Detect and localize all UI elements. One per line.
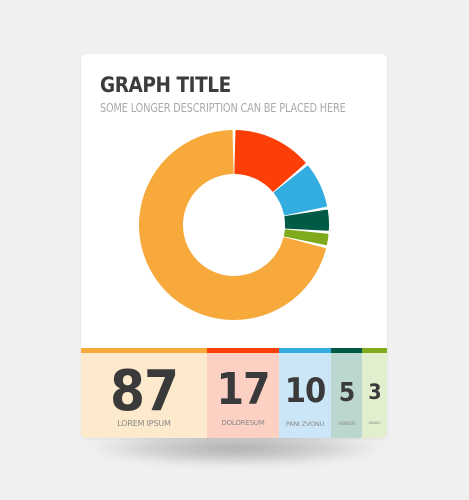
stat-color-bar <box>279 348 331 353</box>
stat-label: HONSON <box>331 421 362 426</box>
stat-pani-zvonu: 10 PANI ZVONU <box>279 348 331 438</box>
stat-color-bar <box>81 348 207 353</box>
stat-doloresum: 17 DOLORESUM <box>207 348 279 438</box>
infographic-card: GRAPH TITLE SOME LONGER DESCRIPTION CAN … <box>81 54 387 438</box>
stat-lorem-ipsum: 87 LOREM IPSUM <box>81 348 207 438</box>
stat-value: 17 <box>207 368 279 412</box>
stat-label: DANDO <box>362 421 387 425</box>
stat-honson: 5 HONSON <box>331 348 362 438</box>
stat-value: 10 <box>279 374 331 408</box>
stat-value: 87 <box>81 364 207 420</box>
stat-color-bar <box>362 348 387 353</box>
stat-dando: 3 DANDO <box>362 348 387 438</box>
stat-label: PANI ZVONU <box>279 420 331 428</box>
stat-label: DOLORESUM <box>207 419 279 427</box>
stat-value: 3 <box>362 382 387 403</box>
stat-color-bar <box>207 348 279 353</box>
stat-color-bar <box>331 348 362 353</box>
stat-value: 5 <box>331 380 362 406</box>
stat-label: LOREM IPSUM <box>81 419 207 428</box>
donut-chart <box>81 54 387 348</box>
stats-strip: 87 LOREM IPSUM 17 DOLORESUM 10 PANI ZVON… <box>81 348 387 438</box>
